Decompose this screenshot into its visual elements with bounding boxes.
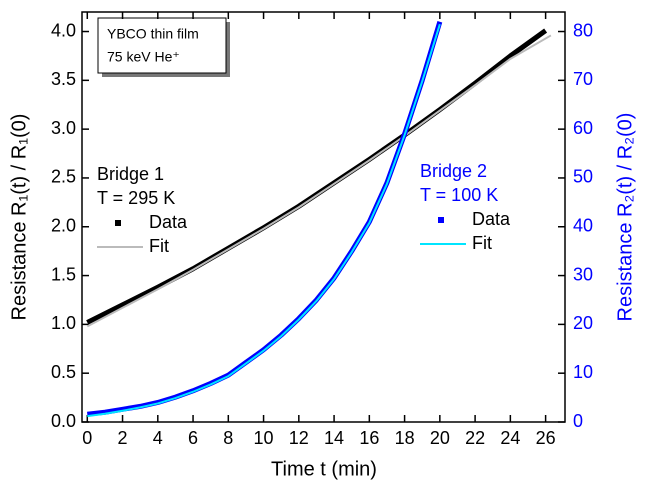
x-tick-label: 0 <box>82 428 92 448</box>
x-tick-label: 8 <box>223 428 233 448</box>
y2-tick-label: 60 <box>573 118 593 138</box>
x-axis-label: Time t (min) <box>271 458 377 480</box>
y2-tick-label: 50 <box>573 167 593 187</box>
x-tick-label: 4 <box>153 428 163 448</box>
y2-tick-label: 80 <box>573 20 593 40</box>
x-tick-label: 24 <box>500 428 520 448</box>
y-tick-label: 1.5 <box>51 264 76 284</box>
y-tick-label: 0.5 <box>51 362 76 382</box>
x-tick-label: 22 <box>465 428 485 448</box>
y2-tick-label: 30 <box>573 264 593 284</box>
annotation: YBCO thin film <box>107 26 199 42</box>
y2-axis-label: Resistance R₂(t) / R₂(0) <box>614 113 636 322</box>
x-tick-label: 16 <box>359 428 379 448</box>
y2-tick-label: 20 <box>573 313 593 333</box>
x-tick-label: 20 <box>430 428 450 448</box>
y-tick-label: 1.0 <box>51 313 76 333</box>
legend-title: Bridge 1 <box>97 164 164 184</box>
legend-label: Fit <box>149 236 169 256</box>
y-tick-label: 4.0 <box>51 20 76 40</box>
y2-tick-label: 40 <box>573 216 593 236</box>
plot-frame <box>81 11 566 423</box>
data-line <box>87 21 443 417</box>
y-tick-label: 2.0 <box>51 216 76 236</box>
annotation-box <box>97 17 227 74</box>
legend-title: Bridge 2 <box>420 161 487 181</box>
x-tick-label: 26 <box>536 428 556 448</box>
legend-marker <box>438 217 444 223</box>
legend-label: Data <box>149 212 188 232</box>
y-tick-label: 3.5 <box>51 69 76 89</box>
x-tick-label: 6 <box>188 428 198 448</box>
y2-tick-label: 10 <box>573 362 593 382</box>
legend-label: Fit <box>472 233 492 253</box>
fit-line <box>86 34 552 328</box>
y-tick-label: 0.0 <box>51 411 76 431</box>
y-tick-label: 2.5 <box>51 167 76 187</box>
legend-marker <box>115 220 121 226</box>
y2-tick-label: 70 <box>573 69 593 89</box>
fit-line <box>87 23 441 418</box>
y-axis-label: Resistance R₁(t) / R₁(0) <box>8 114 30 321</box>
legend-label: Data <box>472 209 511 229</box>
y2-tick-label: 0 <box>573 411 583 431</box>
x-tick-label: 10 <box>254 428 274 448</box>
x-tick-label: 2 <box>118 428 128 448</box>
legend-condition: T = 295 K <box>97 188 175 208</box>
x-tick-label: 12 <box>289 428 309 448</box>
legend-condition: T = 100 K <box>420 185 498 205</box>
y-tick-label: 3.0 <box>51 118 76 138</box>
x-tick-label: 14 <box>324 428 344 448</box>
annotation: 75 keV He⁺ <box>107 49 180 65</box>
x-tick-label: 18 <box>395 428 415 448</box>
